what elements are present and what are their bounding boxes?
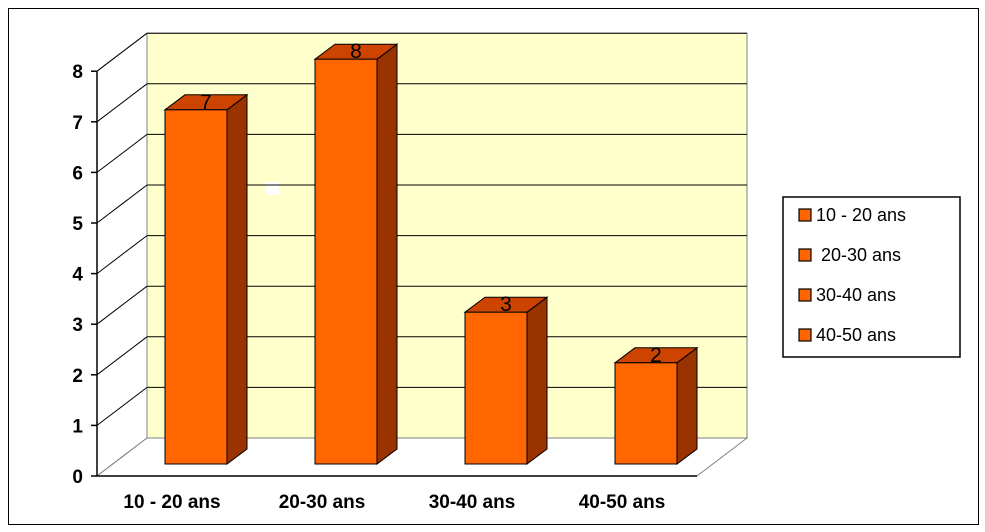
- bar-side: [526, 296, 548, 465]
- bar-front: [314, 58, 378, 465]
- y-axis-ticks: 0 1 2 3 4 5 6 7 8: [72, 62, 97, 488]
- legend-label: 10 - 20 ans: [816, 205, 906, 225]
- y-tick-label: 1: [72, 416, 83, 437]
- legend-label: 20-30 ans: [816, 245, 901, 265]
- legend-swatch: [798, 328, 812, 342]
- bar-front: [614, 362, 678, 465]
- legend-swatch: [798, 208, 812, 222]
- legend: 10 - 20 ans 20-30 ans 30-40 ans 40-50 ans: [782, 196, 961, 358]
- y-tick-label: 3: [72, 315, 83, 336]
- x-tick-label: 10 - 20 ans: [123, 492, 220, 513]
- bar-side: [376, 43, 398, 465]
- bar-1: [163, 93, 249, 465]
- bar-front: [464, 311, 528, 465]
- side-gridline: [96, 285, 148, 325]
- side-gridline: [96, 184, 148, 224]
- y-tick-label: 5: [72, 214, 83, 235]
- side-gridline: [96, 387, 148, 426]
- legend-label: 40-50 ans: [816, 325, 896, 345]
- bar-2: [313, 43, 399, 465]
- x-tick-label: 30-40 ans: [429, 492, 516, 513]
- side-gridline: [96, 83, 148, 123]
- side-gridline: [96, 235, 148, 274]
- wall-marker: [266, 182, 279, 195]
- legend-swatch: [798, 248, 812, 262]
- bars: [163, 43, 699, 465]
- bar-side: [226, 93, 248, 465]
- bar-4: [613, 346, 699, 465]
- data-labels: 7 8 3 2: [200, 40, 662, 367]
- x-tick-label: 40-50 ans: [579, 492, 666, 513]
- x-tick-label: 20-30 ans: [279, 492, 366, 513]
- bar-3: [463, 296, 549, 465]
- x-axis-ticks: 10 - 20 ans 20-30 ans 30-40 ans 40-50 ans: [123, 492, 665, 513]
- bar-side: [676, 346, 698, 465]
- legend-box: [782, 196, 961, 358]
- data-label: 3: [500, 293, 512, 316]
- y-tick-label: 8: [72, 62, 83, 83]
- side-gridline: [96, 32, 148, 72]
- data-label: 7: [200, 91, 212, 114]
- y-tick-label: 7: [72, 113, 83, 134]
- side-gridline: [96, 134, 148, 173]
- side-gridline: [96, 336, 148, 376]
- y-tick-label: 4: [72, 265, 83, 286]
- data-label: 2: [650, 344, 662, 367]
- legend-label: 30-40 ans: [816, 285, 896, 305]
- y-tick-label: 2: [72, 366, 83, 387]
- data-label: 8: [350, 40, 362, 63]
- y-tick-label: 6: [72, 163, 83, 184]
- y-tick-label: 0: [72, 467, 83, 488]
- bar-front: [164, 109, 228, 465]
- legend-swatch: [798, 288, 812, 302]
